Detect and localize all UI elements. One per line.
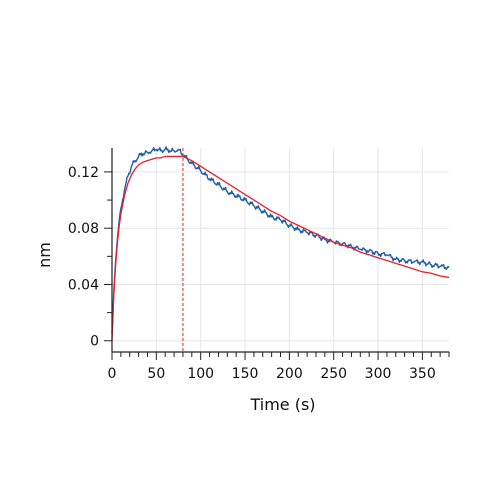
y-tick-label: 0.04	[68, 277, 99, 293]
x-tick-label: 250	[320, 366, 347, 382]
ticks: 0 50 100 150 200 250 300 350 0 0.04 0.08 0.12	[68, 165, 450, 382]
x-tick-label: 350	[409, 366, 436, 382]
x-tick-label: 50	[147, 366, 165, 382]
x-tick-label: 200	[276, 366, 303, 382]
y-tick-label: 0	[90, 334, 99, 350]
x-tick-label: 150	[232, 366, 259, 382]
x-tick-label: 0	[108, 366, 117, 382]
x-tick-label: 100	[187, 366, 214, 382]
grid-lines	[111, 148, 449, 352]
axes	[111, 148, 449, 353]
vertical-markers	[111, 148, 184, 352]
x-tick-label: 300	[365, 366, 392, 382]
x-axis-label: Time (s)	[249, 395, 315, 414]
series-layer	[111, 146, 450, 341]
y-axis-label: nm	[35, 242, 54, 268]
y-tick-label: 0.12	[68, 165, 99, 181]
y-tick-label: 0.08	[68, 221, 99, 237]
measured-series-line	[111, 146, 450, 334]
fit-series-line	[111, 155, 450, 341]
